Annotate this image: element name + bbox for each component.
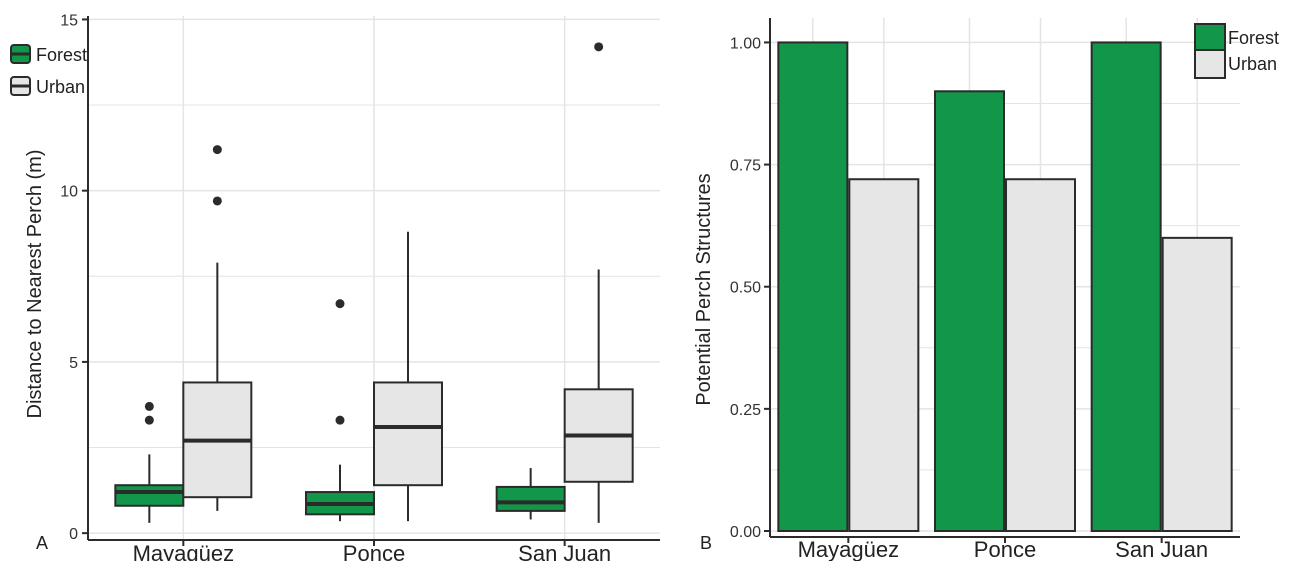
bar-forest [934,90,1005,533]
legend-label: Forest [1228,28,1279,48]
legend-label: Urban [1228,54,1277,74]
y-tick-label: 5 [69,355,78,372]
legend-b: Forest Urban [1194,23,1279,79]
legend-label: Forest [36,45,87,65]
outlier-point [144,401,154,411]
panel-tag-a: A [36,533,48,553]
legend-label: Urban [36,77,85,97]
x-category-label: Ponce [974,537,1036,561]
bar-urban [1161,236,1233,532]
y-tick-label: 0.25 [730,402,761,419]
legend-key-forest [1194,23,1226,53]
bar-urban [1005,178,1076,532]
outlier-point [335,299,345,309]
panel-tag-b: B [700,533,712,553]
outlier-point [212,145,222,155]
legend-key-urban [1194,49,1226,79]
x-category-label: Mayagüez [798,537,900,561]
y-axis-title: Potential Perch Structures [693,173,715,405]
y-tick-label: 0.50 [730,280,761,297]
x-category-label: San Juan [1115,537,1208,561]
y-tick-label: 0 [69,526,78,543]
outlier-point [212,196,222,206]
x-category-label: Mayagüez [133,541,235,561]
legend-a: Forest Urban [10,44,87,97]
x-category-label: San Juan [518,541,611,561]
box-forest [114,484,185,507]
box-urban [373,381,443,487]
panel-b-barchart: 0.00 0.25 0.50 0.75 1.00 Mayagüez Ponce San Jua… [693,18,1279,561]
outlier-point [594,42,604,52]
bar-forest [1090,41,1162,533]
x-category-label: Ponce [343,541,405,561]
outlier-point [335,415,345,425]
y-tick-label: 10 [60,184,78,201]
y-tick-label: 15 [60,12,78,29]
bar-forest [777,41,849,533]
bar-urban [848,178,920,532]
box-forest [495,485,566,512]
y-tick-label: 0.00 [730,524,761,541]
panel-a-boxplot: 0 5 10 15 Mayagüez Ponce San Juan Distance to N… [10,12,660,561]
outlier-point [144,415,154,425]
y-tick-label: 1.00 [730,35,761,52]
y-axis-title: Distance to Nearest Perch (m) [24,150,46,419]
y-tick-label: 0.75 [730,158,761,175]
